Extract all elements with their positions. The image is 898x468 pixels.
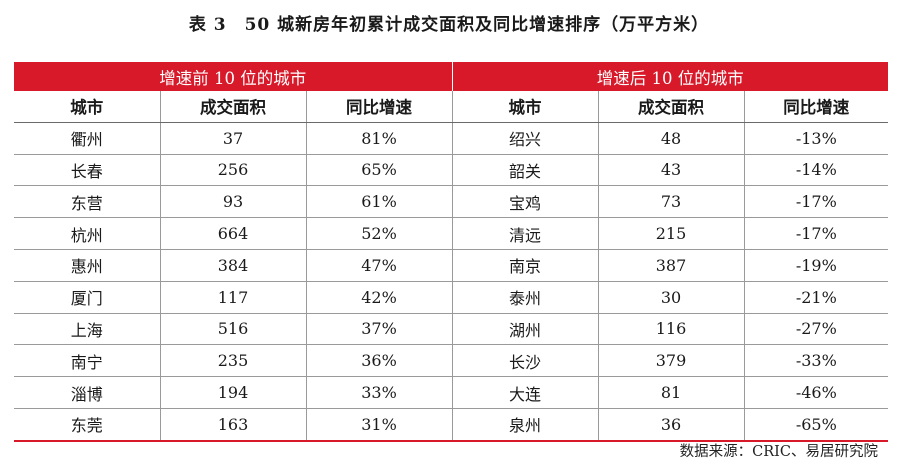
- group-header-bottom: 增速后 10 位的城市: [451, 62, 889, 91]
- growth-cell: -17%: [743, 217, 889, 250]
- area-cell: 379: [597, 344, 745, 378]
- table-row: 衢州 37 81% 绍兴 48 -13%: [14, 122, 889, 155]
- col-header-growth: 同比增速: [305, 91, 453, 123]
- area-cell: 36: [597, 408, 745, 442]
- growth-cell: -13%: [743, 122, 889, 155]
- city-cell: 东营: [14, 185, 160, 219]
- city-cell: 南京: [451, 249, 599, 282]
- area-cell: 384: [159, 249, 306, 282]
- growth-cell: 31%: [305, 408, 453, 442]
- growth-cell: 65%: [305, 154, 453, 187]
- ranking-table-container: 增速前 10 位的城市 增速后 10 位的城市 城市 成交面积 同比增速 城市 …: [14, 62, 889, 442]
- table-title: 表 3 50 城新房年初累计成交面积及同比增速排序（万平方米）: [188, 15, 710, 35]
- table-row: 长春 256 65% 韶关 43 -14%: [14, 154, 889, 187]
- col-header-city: 城市: [14, 91, 160, 123]
- city-cell: 泰州: [451, 281, 599, 314]
- data-source-note: 数据来源：CRIC、易居研究院: [679, 444, 878, 460]
- area-cell: 30: [597, 281, 745, 314]
- growth-cell: -14%: [743, 154, 889, 187]
- group-header-top: 增速前 10 位的城市: [14, 62, 453, 91]
- area-cell: 516: [159, 313, 306, 346]
- city-cell: 厦门: [14, 281, 160, 314]
- area-cell: 37: [159, 122, 306, 155]
- city-cell: 清远: [451, 217, 599, 250]
- table-row: 南宁 235 36% 长沙 379 -33%: [14, 344, 889, 378]
- area-cell: 93: [159, 185, 306, 219]
- city-cell: 宝鸡: [451, 185, 599, 219]
- col-header-growth: 同比增速: [743, 91, 889, 123]
- city-cell: 湖州: [451, 313, 599, 346]
- growth-cell: 61%: [305, 185, 453, 219]
- city-cell: 韶关: [451, 154, 599, 187]
- area-cell: 117: [159, 281, 306, 314]
- growth-cell: 37%: [305, 313, 453, 346]
- growth-cell: -19%: [743, 249, 889, 282]
- growth-cell: -27%: [743, 313, 889, 346]
- area-cell: 215: [597, 217, 745, 250]
- area-cell: 73: [597, 185, 745, 219]
- area-cell: 116: [597, 313, 745, 346]
- col-header-area: 成交面积: [597, 91, 745, 123]
- ranking-table: 增速前 10 位的城市 增速后 10 位的城市 城市 成交面积 同比增速 城市 …: [14, 62, 889, 442]
- table-row: 东营 93 61% 宝鸡 73 -17%: [14, 185, 889, 219]
- growth-cell: -46%: [743, 376, 889, 409]
- table-row: 厦门 117 42% 泰州 30 -21%: [14, 281, 889, 314]
- table-row: 淄博 194 33% 大连 81 -46%: [14, 376, 889, 409]
- growth-cell: 47%: [305, 249, 453, 282]
- area-cell: 256: [159, 154, 306, 187]
- table-row: 上海 516 37% 湖州 116 -27%: [14, 313, 889, 346]
- area-cell: 48: [597, 122, 745, 155]
- city-cell: 东莞: [14, 408, 160, 442]
- area-cell: 81: [597, 376, 745, 409]
- col-header-area: 成交面积: [159, 91, 306, 123]
- growth-cell: -21%: [743, 281, 889, 314]
- area-cell: 194: [159, 376, 306, 409]
- city-cell: 南宁: [14, 344, 160, 378]
- growth-cell: 81%: [305, 122, 453, 155]
- city-cell: 长沙: [451, 344, 599, 378]
- growth-cell: 42%: [305, 281, 453, 314]
- city-cell: 绍兴: [451, 122, 599, 155]
- city-cell: 泉州: [451, 408, 599, 442]
- growth-cell: -65%: [743, 408, 889, 442]
- growth-cell: 36%: [305, 344, 453, 378]
- table-row: 杭州 664 52% 清远 215 -17%: [14, 217, 889, 250]
- area-cell: 387: [597, 249, 745, 282]
- city-cell: 大连: [451, 376, 599, 409]
- growth-cell: -33%: [743, 344, 889, 378]
- city-cell: 上海: [14, 313, 160, 346]
- group-header-row: 增速前 10 位的城市 增速后 10 位的城市: [14, 62, 889, 91]
- table-body: 衢州 37 81% 绍兴 48 -13% 长春 256 65% 韶关 43 -14% 东营 93 61% 宝鸡…: [14, 122, 889, 442]
- city-cell: 长春: [14, 154, 160, 187]
- table-row: 东莞 163 31% 泉州 36 -65%: [14, 408, 889, 442]
- col-header-city: 城市: [451, 91, 599, 123]
- city-cell: 淄博: [14, 376, 160, 409]
- growth-cell: 52%: [305, 217, 453, 250]
- area-cell: 163: [159, 408, 306, 442]
- city-cell: 杭州: [14, 217, 160, 250]
- area-cell: 235: [159, 344, 306, 378]
- area-cell: 664: [159, 217, 306, 250]
- city-cell: 衢州: [14, 122, 160, 155]
- growth-cell: 33%: [305, 376, 453, 409]
- growth-cell: -17%: [743, 185, 889, 219]
- table-row: 惠州 384 47% 南京 387 -19%: [14, 249, 889, 282]
- city-cell: 惠州: [14, 249, 160, 282]
- area-cell: 43: [597, 154, 745, 187]
- column-header-row: 城市 成交面积 同比增速 城市 成交面积 同比增速: [14, 91, 889, 123]
